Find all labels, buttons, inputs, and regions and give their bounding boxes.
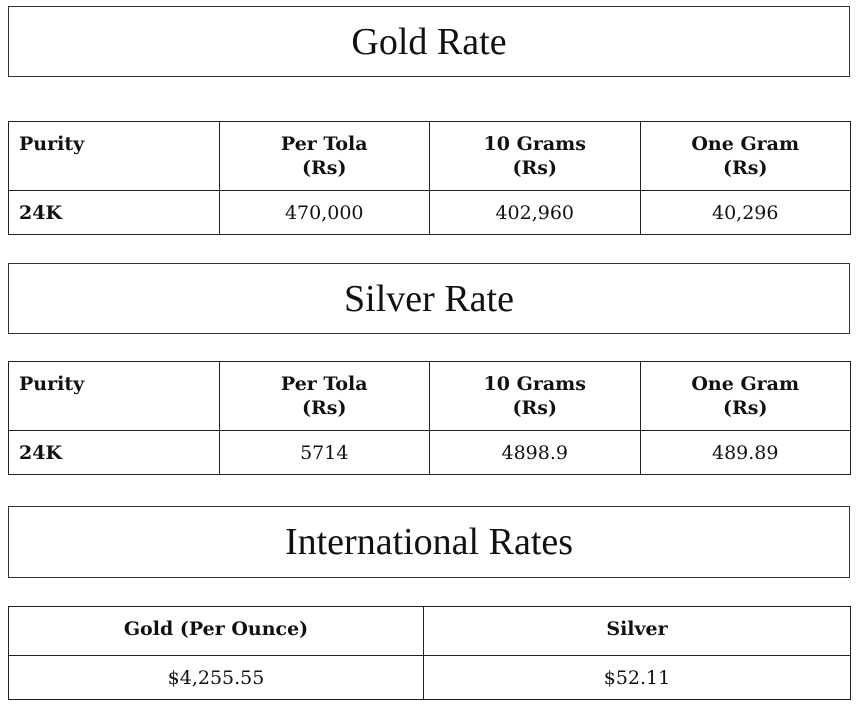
table-row: 24K 5714 4898.9 489.89: [8, 430, 851, 475]
per-tola-cell: 470,000: [218, 190, 430, 235]
table-header-row: Purity Per Tola (Rs) 10 Grams (Rs) One Gra…: [8, 361, 851, 431]
gold-per-ounce-cell: $4,255.55: [8, 655, 424, 700]
header-purity: Purity: [8, 361, 220, 431]
one-gram-cell: 489.89: [639, 430, 851, 475]
header-per-tola: Per Tola (Rs): [218, 361, 430, 431]
header-silver: Silver: [423, 606, 851, 656]
header-10-grams: 10 Grams (Rs): [429, 361, 641, 431]
international-rates-title: International Rates: [8, 506, 850, 578]
per-tola-cell: 5714: [218, 430, 430, 475]
purity-cell: 24K: [8, 190, 220, 235]
international-rates-table: Gold (Per Ounce) Silver $4,255.55 $52.11: [8, 606, 851, 700]
header-one-gram: One Gram (Rs): [639, 361, 851, 431]
table-row: 24K 470,000 402,960 40,296: [8, 190, 851, 235]
silver-rate-title: Silver Rate: [8, 263, 850, 334]
header-gold-per-ounce: Gold (Per Ounce): [8, 606, 424, 656]
header-per-tola: Per Tola (Rs): [218, 121, 430, 191]
silver-cell: $52.11: [423, 655, 851, 700]
table-row: $4,255.55 $52.11: [8, 655, 851, 700]
header-purity: Purity: [8, 121, 220, 191]
gold-rate-title: Gold Rate: [8, 6, 850, 77]
header-one-gram: One Gram (Rs): [639, 121, 851, 191]
ten-grams-cell: 402,960: [429, 190, 641, 235]
table-header-row: Gold (Per Ounce) Silver: [8, 606, 851, 656]
table-header-row: Purity Per Tola (Rs) 10 Grams (Rs) One Gra…: [8, 121, 851, 191]
gold-rate-table: Purity Per Tola (Rs) 10 Grams (Rs) One Gra…: [8, 121, 851, 235]
purity-cell: 24K: [8, 430, 220, 475]
header-10-grams: 10 Grams (Rs): [429, 121, 641, 191]
silver-rate-table: Purity Per Tola (Rs) 10 Grams (Rs) One Gra…: [8, 361, 851, 475]
one-gram-cell: 40,296: [639, 190, 851, 235]
ten-grams-cell: 4898.9: [429, 430, 641, 475]
